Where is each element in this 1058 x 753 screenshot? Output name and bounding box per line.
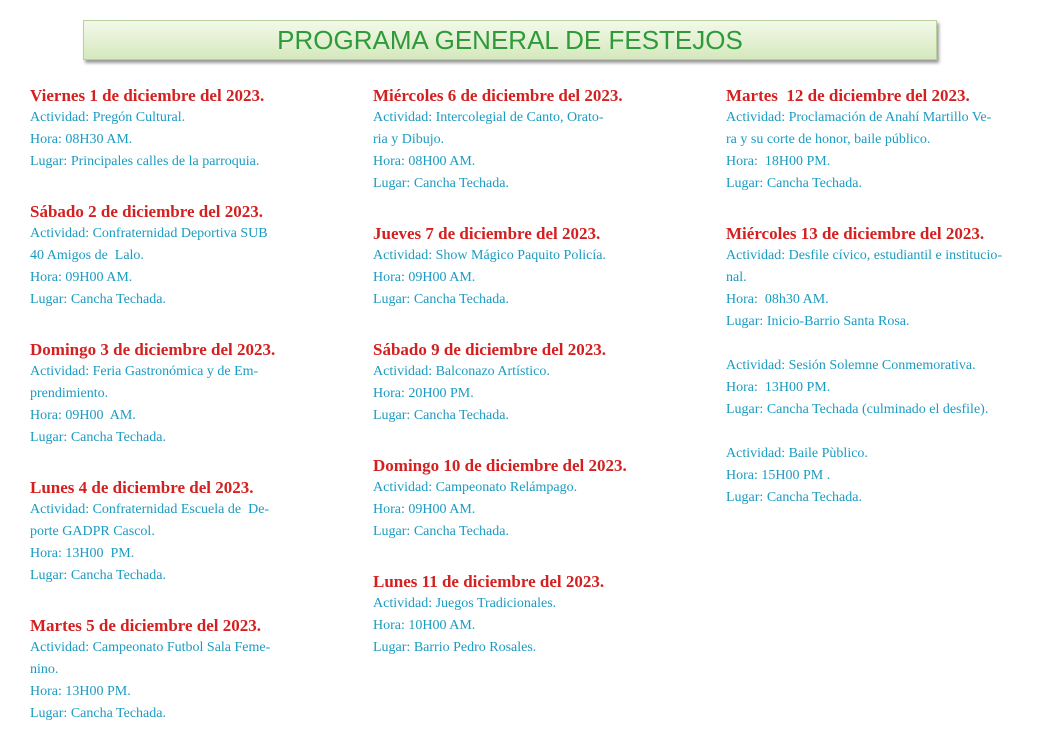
activity-line: prendimiento. xyxy=(30,386,109,401)
activity: Actividad: Campeonato Futbol Sala Feme-n… xyxy=(30,637,275,725)
activity-line: Actividad: Sesión Solemne Conmemorativa. xyxy=(726,358,976,373)
activity-line: Actividad: Show Mágico Paquito Policía. xyxy=(373,248,606,263)
activity-line: Hora: 20H00 PM. xyxy=(373,386,474,401)
activity-line: nal. xyxy=(726,270,747,285)
event: Viernes 1 de diciembre del 2023. Activida… xyxy=(30,85,275,173)
activity-line: Lugar: Cancha Techada (culminado el desf… xyxy=(726,402,989,417)
activity-line: Lugar: Cancha Techada. xyxy=(726,176,862,191)
activity-line: Lugar: Cancha Techada. xyxy=(30,292,166,307)
column: Viernes 1 de diciembre del 2023. Activida… xyxy=(30,85,275,753)
activity-line: Lugar: Cancha Techada. xyxy=(30,706,166,721)
activity-line: Lugar: Barrio Pedro Rosales. xyxy=(373,640,537,655)
activity: Actividad: Campeonato Relámpago. Hora: 09… xyxy=(373,477,627,543)
event: Miércoles 13 de diciembre del 2023. Activ… xyxy=(726,223,1002,509)
activity-line: porte GADPR Cascol. xyxy=(30,524,155,539)
activity-line: Actividad: Balconazo Artístico. xyxy=(373,364,550,379)
event-date: Sábado 9 de diciembre del 2023. xyxy=(373,340,606,359)
activity-line: Hora: 18H00 PM. xyxy=(726,154,831,169)
activity-line: Lugar: Principales calles de la parroqui… xyxy=(30,154,260,169)
activity: Actividad: Balconazo Artístico. Hora: 20H… xyxy=(373,361,627,427)
activity: Actividad: Baile Pùblico. Hora: 15H00 PM … xyxy=(726,443,1002,509)
event: Martes 12 de diciembre del 2023. Activida… xyxy=(726,85,1002,195)
activity: Actividad: Intercolegial de Canto, Orato… xyxy=(373,107,627,195)
activity-line: Hora: 13H00 PM. xyxy=(726,380,831,395)
event-date: Miércoles 6 de diciembre del 2023. xyxy=(373,86,623,105)
activity-line: Actividad: Baile Pùblico. xyxy=(726,446,868,461)
activity: Actividad: Juegos Tradicionales. Hora: 10… xyxy=(373,593,627,659)
event: Sábado 9 de diciembre del 2023. Actividad… xyxy=(373,339,627,427)
activity: Actividad: Confraternidad Escuela de De-… xyxy=(30,499,275,587)
activity-line: Actividad: Intercolegial de Canto, Orato… xyxy=(373,110,604,125)
title: PROGRAMA GENERAL DE FESTEJOS xyxy=(83,20,937,60)
activity: Actividad: Pregón Cultural. Hora: 08H30 A… xyxy=(30,107,275,173)
event-date: Domingo 3 de diciembre del 2023. xyxy=(30,340,276,359)
activity-line: Actividad: Confraternidad Escuela de De- xyxy=(30,502,270,517)
activity-line: Lugar: Inicio-Barrio Santa Rosa. xyxy=(726,314,910,329)
activity-line: Hora: 08H30 AM. xyxy=(30,132,133,147)
activity-line: Lugar: Cancha Techada. xyxy=(373,408,509,423)
event: Miércoles 6 de diciembre del 2023. Activi… xyxy=(373,85,627,195)
column: Miércoles 6 de diciembre del 2023. Activi… xyxy=(373,85,627,687)
activity-line: Hora: 09H00 AM. xyxy=(30,270,133,285)
event: Domingo 10 de diciembre del 2023. Activid… xyxy=(373,455,627,543)
column: Martes 12 de diciembre del 2023. Activida… xyxy=(726,85,1002,537)
event: Lunes 11 de diciembre del 2023. Actividad… xyxy=(373,571,627,659)
event: Lunes 4 de diciembre del 2023. Actividad:… xyxy=(30,477,275,587)
activity-line: Lugar: Cancha Techada. xyxy=(373,524,509,539)
activity-line: ra y su corte de honor, baile público. xyxy=(726,132,931,147)
activity-line: nino. xyxy=(30,662,59,677)
activity-line: Lugar: Cancha Techada. xyxy=(30,568,166,583)
activity: Actividad: Feria Gastronómica y de Em-pr… xyxy=(30,361,275,449)
activity: Actividad: Confraternidad Deportiva SUB 4… xyxy=(30,223,275,311)
activity-line: Hora: 09H00 AM. xyxy=(373,270,476,285)
event-date: Miércoles 13 de diciembre del 2023. xyxy=(726,224,985,243)
event: Domingo 3 de diciembre del 2023. Activida… xyxy=(30,339,275,449)
event-date: Jueves 7 de diciembre del 2023. xyxy=(373,224,601,243)
activity-line: Lugar: Cancha Techada. xyxy=(30,430,166,445)
event-date: Martes 5 de diciembre del 2023. xyxy=(30,616,262,635)
event: Sábado 2 de diciembre del 2023. Actividad… xyxy=(30,201,275,311)
activity-line: Hora: 09H00 AM. xyxy=(30,408,136,423)
activity-line: Hora: 13H00 PM. xyxy=(30,546,135,561)
activity-line: Hora: 15H00 PM . xyxy=(726,468,831,483)
activity-line: Hora: 08h30 AM. xyxy=(726,292,829,307)
activity: Actividad: Sesión Solemne Conmemorativa.… xyxy=(726,355,1002,421)
event: Jueves 7 de diciembre del 2023. Actividad… xyxy=(373,223,627,311)
activity-line: Actividad: Feria Gastronómica y de Em- xyxy=(30,364,259,379)
activity-line: Lugar: Cancha Techada. xyxy=(726,490,862,505)
event-date: Martes 12 de diciembre del 2023. xyxy=(726,86,970,105)
activity-line: Actividad: Proclamación de Anahí Martill… xyxy=(726,110,992,125)
activity-line: Actividad: Campeonato Relámpago. xyxy=(373,480,578,495)
event-date: Lunes 11 de diciembre del 2023. xyxy=(373,572,605,591)
event: Martes 5 de diciembre del 2023. Actividad… xyxy=(30,615,275,725)
activity-line: Hora: 08H00 AM. xyxy=(373,154,476,169)
activity-line: ria y Dibujo. xyxy=(373,132,445,147)
activity-line: Actividad: Confraternidad Deportiva SUB xyxy=(30,226,268,241)
activity-line: Actividad: Desfile cívico, estudiantil e… xyxy=(726,248,1003,263)
activity-line: Actividad: Juegos Tradicionales. xyxy=(373,596,557,611)
activity-line: Actividad: Campeonato Futbol Sala Feme- xyxy=(30,640,271,655)
activity-line: Lugar: Cancha Techada. xyxy=(373,292,509,307)
activity-line: Hora: 09H00 AM. xyxy=(373,502,476,517)
event-date: Viernes 1 de diciembre del 2023. xyxy=(30,86,265,105)
activity-line: 40 Amigos de Lalo. xyxy=(30,248,144,263)
activity-line: Hora: 13H00 PM. xyxy=(30,684,131,699)
activity-line: Lugar: Cancha Techada. xyxy=(373,176,509,191)
activity: Actividad: Show Mágico Paquito Policía. H… xyxy=(373,245,627,311)
activity: Actividad: Desfile cívico, estudiantil e… xyxy=(726,245,1002,333)
event-date: Sábado 2 de diciembre del 2023. xyxy=(30,202,263,221)
activity-line: Hora: 10H00 AM. xyxy=(373,618,476,633)
event-date: Lunes 4 de diciembre del 2023. xyxy=(30,478,254,497)
event-date: Domingo 10 de diciembre del 2023. xyxy=(373,456,627,475)
activity-line: Actividad: Pregón Cultural. xyxy=(30,110,186,125)
activity: Actividad: Proclamación de Anahí Martill… xyxy=(726,107,1002,195)
